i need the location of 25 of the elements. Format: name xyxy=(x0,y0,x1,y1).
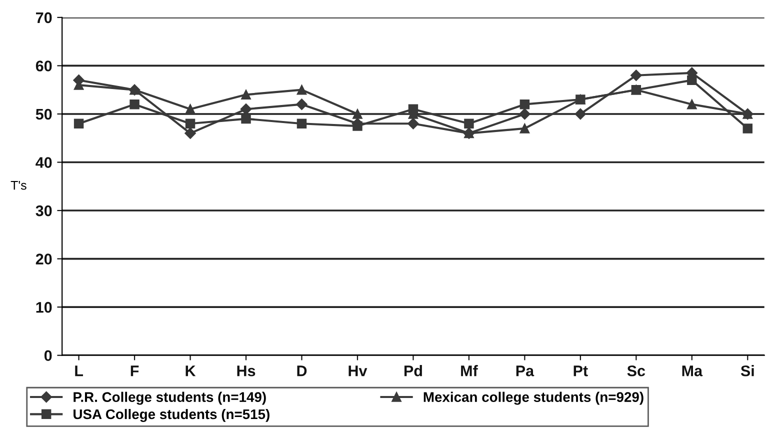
x-tick-label: Mf xyxy=(461,365,478,376)
y-tick-label: 40 xyxy=(36,157,52,168)
y-tick-label: 20 xyxy=(36,254,52,264)
x-tick-label: F xyxy=(130,366,139,376)
legend-label: Mexican college students (n=929) xyxy=(424,392,644,405)
x-tick-label: Pd xyxy=(404,365,422,376)
x-tick-label: K xyxy=(186,366,196,376)
x-tick-label: L xyxy=(75,366,83,376)
x-tick-label: Sc xyxy=(627,365,646,376)
y-tick-label: 70 xyxy=(36,12,52,24)
y-axis-title: T's xyxy=(10,181,26,190)
x-tick-label: Hs xyxy=(237,366,256,376)
y-tick-label: 50 xyxy=(36,108,52,120)
x-tick-label: Pa xyxy=(516,366,534,376)
x-tick-label: Si xyxy=(740,365,754,376)
x-tick-label: Ma xyxy=(682,366,703,376)
legend-label: USA College students (n=515) xyxy=(74,408,270,422)
x-tick-label: Pt xyxy=(574,366,588,376)
legend-label: P.R. College students (n=149) xyxy=(74,392,266,405)
y-tick-label: 0 xyxy=(44,350,52,362)
x-tick-label: Hv xyxy=(348,366,368,376)
x-tick-label: D xyxy=(297,366,307,376)
y-tick-label: 30 xyxy=(36,205,52,216)
y-tick-label: 60 xyxy=(36,60,52,72)
y-tick-label: 10 xyxy=(36,302,52,313)
